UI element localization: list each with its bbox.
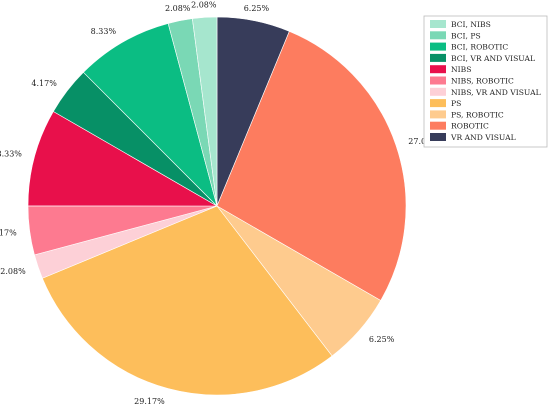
legend-swatch-vr-and-visual (430, 133, 446, 141)
legend-label-ps: PS (451, 99, 461, 108)
legend-swatch-ps (430, 99, 446, 108)
legend-label-nibs-robotic: NIBS, ROBOTIC (451, 77, 514, 86)
pie-slice-nibs (27, 111, 219, 207)
pie-label-bci-ps: 2.08% (165, 4, 191, 13)
pie-slice-bci-nibs (192, 16, 218, 207)
pie-label-bci-robotic: 8.33% (91, 27, 117, 36)
legend-label-robotic: ROBOTIC (451, 122, 489, 131)
legend-swatch-bci-nibs (430, 20, 446, 28)
pie-slice-ps (41, 205, 333, 396)
legend-swatch-nibs (430, 65, 446, 74)
legend-label-ps-robotic: PS, ROBOTIC (451, 110, 504, 119)
legend-label-bci-robotic: BCI, ROBOTIC (451, 43, 508, 52)
legend-swatch-robotic (430, 121, 446, 130)
pie-label-nibs: 8.33% (0, 150, 22, 159)
legend-swatch-bci-robotic (430, 42, 446, 51)
legend-label-bci-nibs: BCI, NIBS (451, 20, 491, 29)
pie-slices (27, 16, 407, 396)
pie-label-nibs-robotic: 4.17% (0, 228, 17, 237)
legend-label-nibs-vr-and-visual: NIBS, VR AND VISUAL (451, 88, 541, 97)
pie-label-ps: 29.17% (134, 397, 165, 404)
legend: BCI, NIBS BCI, PS BCI, ROBOTIC BCI, VR AND … (423, 15, 548, 148)
pie-label-bci-nibs: 2.08% (191, 0, 217, 9)
legend-items: BCI, NIBS BCI, PS BCI, ROBOTIC BCI, VR AND … (430, 20, 541, 142)
legend-label-bci-ps: BCI, PS (451, 31, 481, 40)
legend-swatch-bci-ps (430, 31, 446, 40)
pie-label-ps-robotic: 6.25% (369, 335, 395, 344)
legend-label-bci-vr-and-visual: BCI, VR AND VISUAL (451, 54, 535, 63)
legend-label-vr-and-visual: VR AND VISUAL (450, 133, 516, 142)
pie-label-bci-vr-and-visual: 4.17% (31, 79, 57, 88)
legend-swatch-ps-robotic (430, 110, 446, 119)
legend-swatch-nibs-vr-and-visual (430, 87, 446, 96)
legend-swatch-nibs-robotic (430, 76, 446, 85)
pie-label-nibs-vr-and-visual: 2.08% (0, 267, 26, 276)
pie-label-vr-and-visual: 6.25% (244, 4, 270, 13)
pie-slice-bci-robotic (83, 23, 218, 208)
legend-swatch-bci-vr-and-visual (430, 53, 446, 62)
legend-label-nibs: NIBS (451, 65, 471, 74)
